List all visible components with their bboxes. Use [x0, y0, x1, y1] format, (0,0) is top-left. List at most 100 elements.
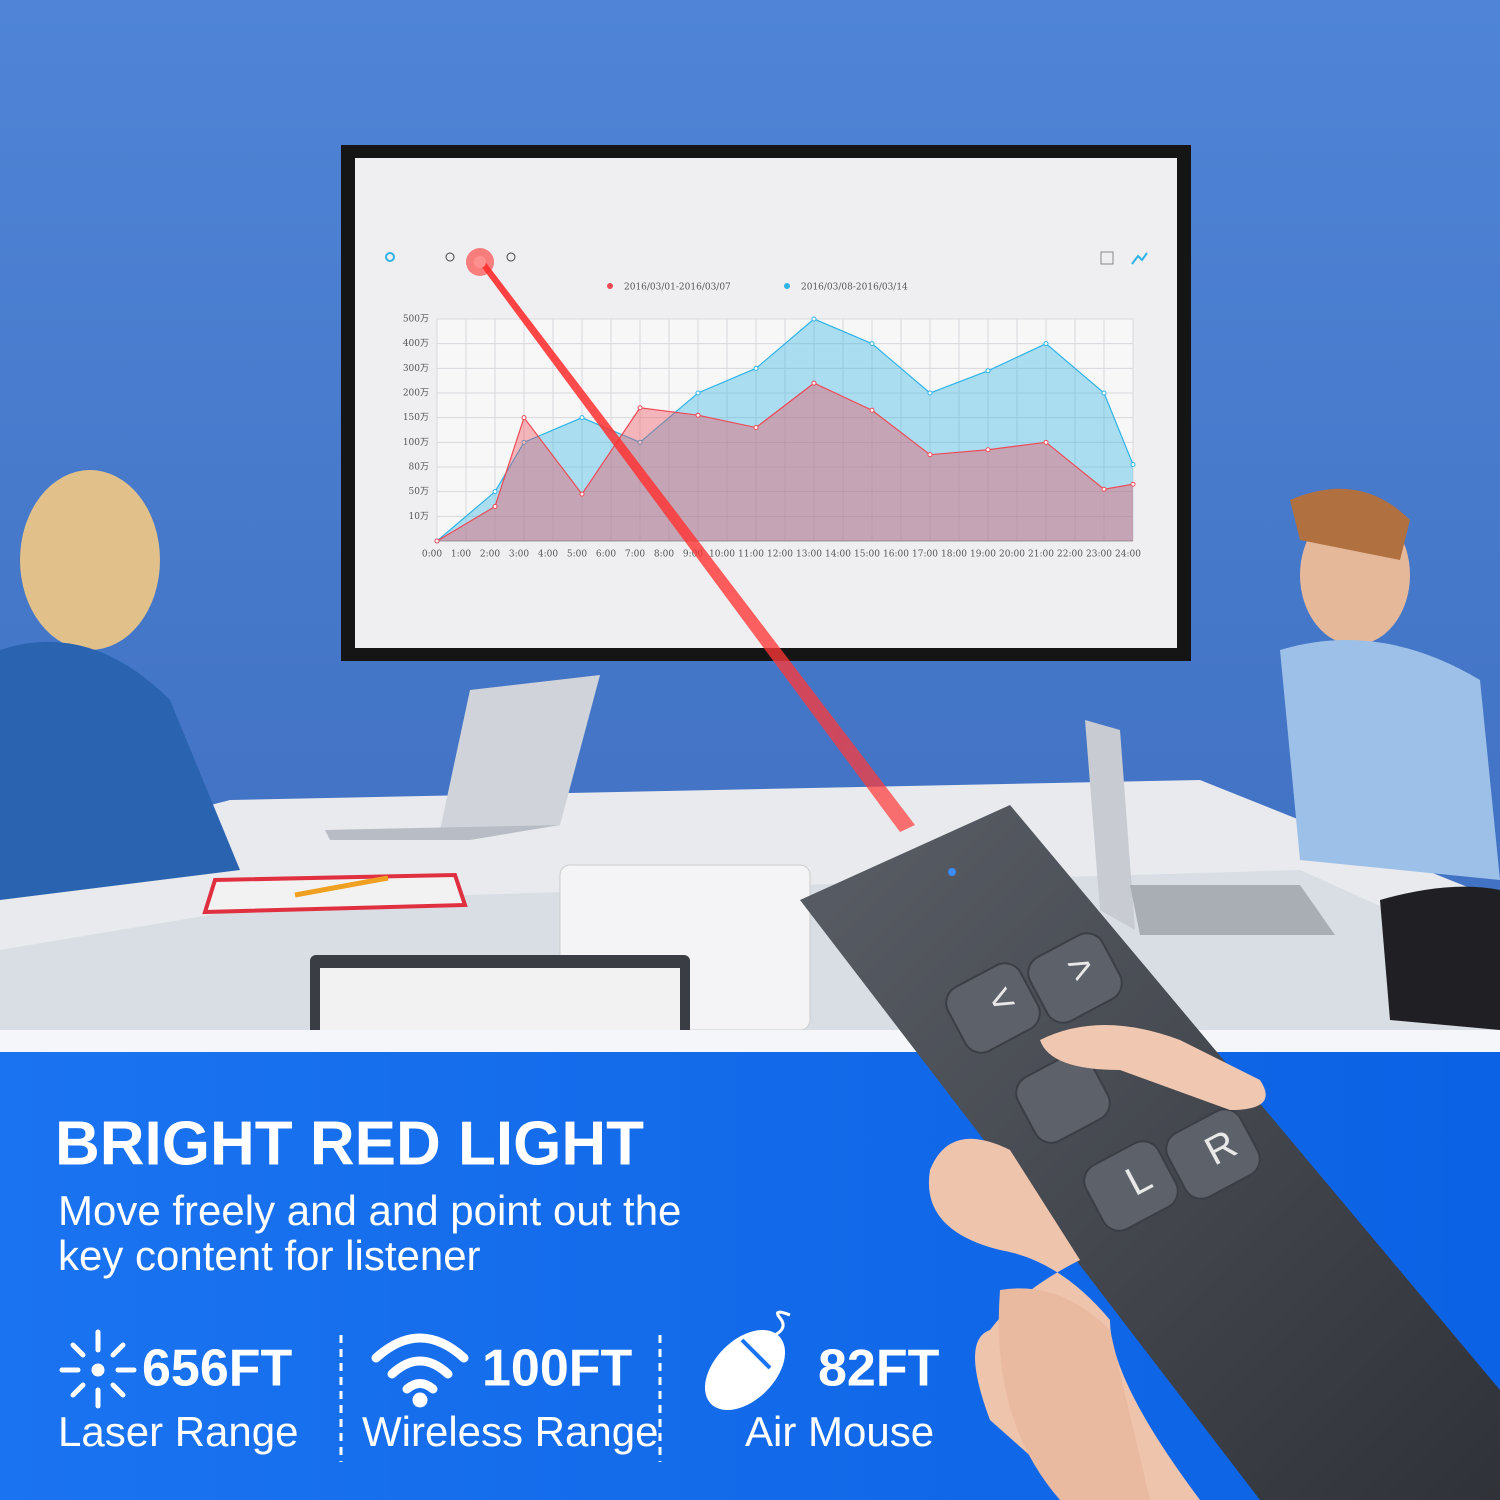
- y-tick-label: 50万: [409, 487, 429, 497]
- point: [637, 439, 643, 445]
- point: [695, 412, 701, 418]
- x-tick-label: 11:00: [738, 550, 764, 560]
- laptop-base: [1130, 885, 1335, 935]
- y-tick-label: 150万: [403, 413, 429, 423]
- x-tick-label: 13:00: [796, 550, 822, 560]
- x-tick-label: 9:00: [683, 550, 703, 560]
- x-tick-label: 16:00: [883, 550, 909, 560]
- remote-buttons: [945, 932, 1261, 1232]
- screen-icon: [1131, 252, 1148, 265]
- x-tick-label: 19:00: [970, 550, 996, 560]
- point: [434, 538, 440, 544]
- x-tick-label: 18:00: [941, 550, 967, 560]
- point: [521, 439, 527, 445]
- feature-value: 656FT: [142, 1340, 293, 1398]
- finger: [998, 1288, 1150, 1500]
- screen-icon: [385, 252, 395, 262]
- point: [811, 380, 817, 386]
- feature-value: 100FT: [482, 1340, 633, 1398]
- point: [1101, 390, 1107, 396]
- x-tick-label: 2:00: [480, 550, 500, 560]
- x-tick-label: 15:00: [854, 550, 880, 560]
- point: [695, 390, 701, 396]
- thumb: [1040, 1025, 1266, 1110]
- laser-icon: [59, 1329, 137, 1409]
- divider-strip: [0, 1030, 1500, 1052]
- point: [753, 365, 759, 371]
- y-tick-label: 80万: [409, 463, 429, 473]
- point: [492, 489, 498, 495]
- point: [1043, 341, 1049, 347]
- subtitle: key content for listener: [58, 1232, 481, 1279]
- line: [436, 318, 1134, 542]
- x-tick-label: 4:00: [538, 550, 558, 560]
- laptop-screen: [440, 675, 600, 830]
- mouse-icon: [704, 1310, 791, 1411]
- line: [436, 382, 1134, 542]
- x-tick-label: 6:00: [596, 550, 616, 560]
- point: [1130, 462, 1136, 468]
- x-tick-label: 8:00: [654, 550, 674, 560]
- legend-label: 2016/03/01-2016/03/07: [624, 283, 731, 293]
- y-tick-label: 400万: [403, 339, 429, 349]
- feature-value: 82FT: [818, 1340, 940, 1398]
- point: [927, 452, 933, 458]
- point: [579, 491, 585, 497]
- x-tick-label: 22:00: [1057, 550, 1083, 560]
- screen-icon: [506, 252, 516, 262]
- headline: BRIGHT RED LIGHT: [55, 1109, 644, 1178]
- x-tick-label: 23:00: [1086, 550, 1112, 560]
- laser-beam: [478, 260, 915, 832]
- x-tick-label: 24:00: [1115, 550, 1141, 560]
- y-tick-label: 300万: [403, 364, 429, 374]
- area: [437, 383, 1133, 541]
- y-tick-label: 10万: [409, 512, 429, 522]
- y-tick-label: 500万: [403, 315, 429, 325]
- point: [1130, 481, 1136, 487]
- clipboard: [202, 872, 468, 915]
- point: [985, 368, 991, 374]
- subtitle: Move freely and and point out the: [58, 1187, 681, 1234]
- laptop-screen: [1085, 720, 1135, 930]
- point: [753, 425, 759, 431]
- y-tick-label: 100万: [403, 438, 429, 448]
- person-hair: [20, 470, 160, 650]
- legend-marker: [607, 283, 613, 289]
- point: [869, 407, 875, 413]
- x-tick-label: 5:00: [567, 550, 587, 560]
- x-tick-label: 10:00: [709, 550, 735, 560]
- monitor-screen: [320, 968, 680, 1030]
- wifi-icon: [371, 1333, 469, 1408]
- remote-led: [948, 868, 956, 876]
- feature-label: Laser Range: [58, 1408, 299, 1455]
- person-arm: [1380, 886, 1500, 1030]
- laser-dot: [474, 256, 486, 268]
- legend-marker: [784, 283, 790, 289]
- y-tick-label: 200万: [403, 389, 429, 399]
- x-tick-label: 12:00: [767, 550, 793, 560]
- x-tick-label: 20:00: [999, 550, 1025, 560]
- x-tick-label: 17:00: [912, 550, 938, 560]
- point: [579, 415, 585, 421]
- x-tick-label: 3:00: [509, 550, 529, 560]
- person-shirt: [1280, 640, 1500, 880]
- feature-label: Wireless Range: [362, 1408, 658, 1455]
- area: [437, 319, 1133, 541]
- point: [1101, 486, 1107, 492]
- x-tick-label: 21:00: [1028, 550, 1054, 560]
- feature-label: Air Mouse: [745, 1408, 934, 1455]
- point: [492, 503, 498, 509]
- x-tick-label: 7:00: [625, 550, 645, 560]
- screen-icon: [445, 252, 455, 262]
- screen-icon: [1100, 251, 1114, 265]
- pencil: [294, 875, 389, 898]
- point: [1043, 439, 1049, 445]
- x-tick-label: 14:00: [825, 550, 851, 560]
- point: [521, 415, 527, 421]
- screen-chart: 10万 50万 80万 100万 150万 200万 300万 400万 500万 0:00 1:0…: [403, 283, 1141, 560]
- person-jacket: [0, 641, 240, 900]
- point: [985, 447, 991, 453]
- x-tick-label: 1:00: [451, 550, 471, 560]
